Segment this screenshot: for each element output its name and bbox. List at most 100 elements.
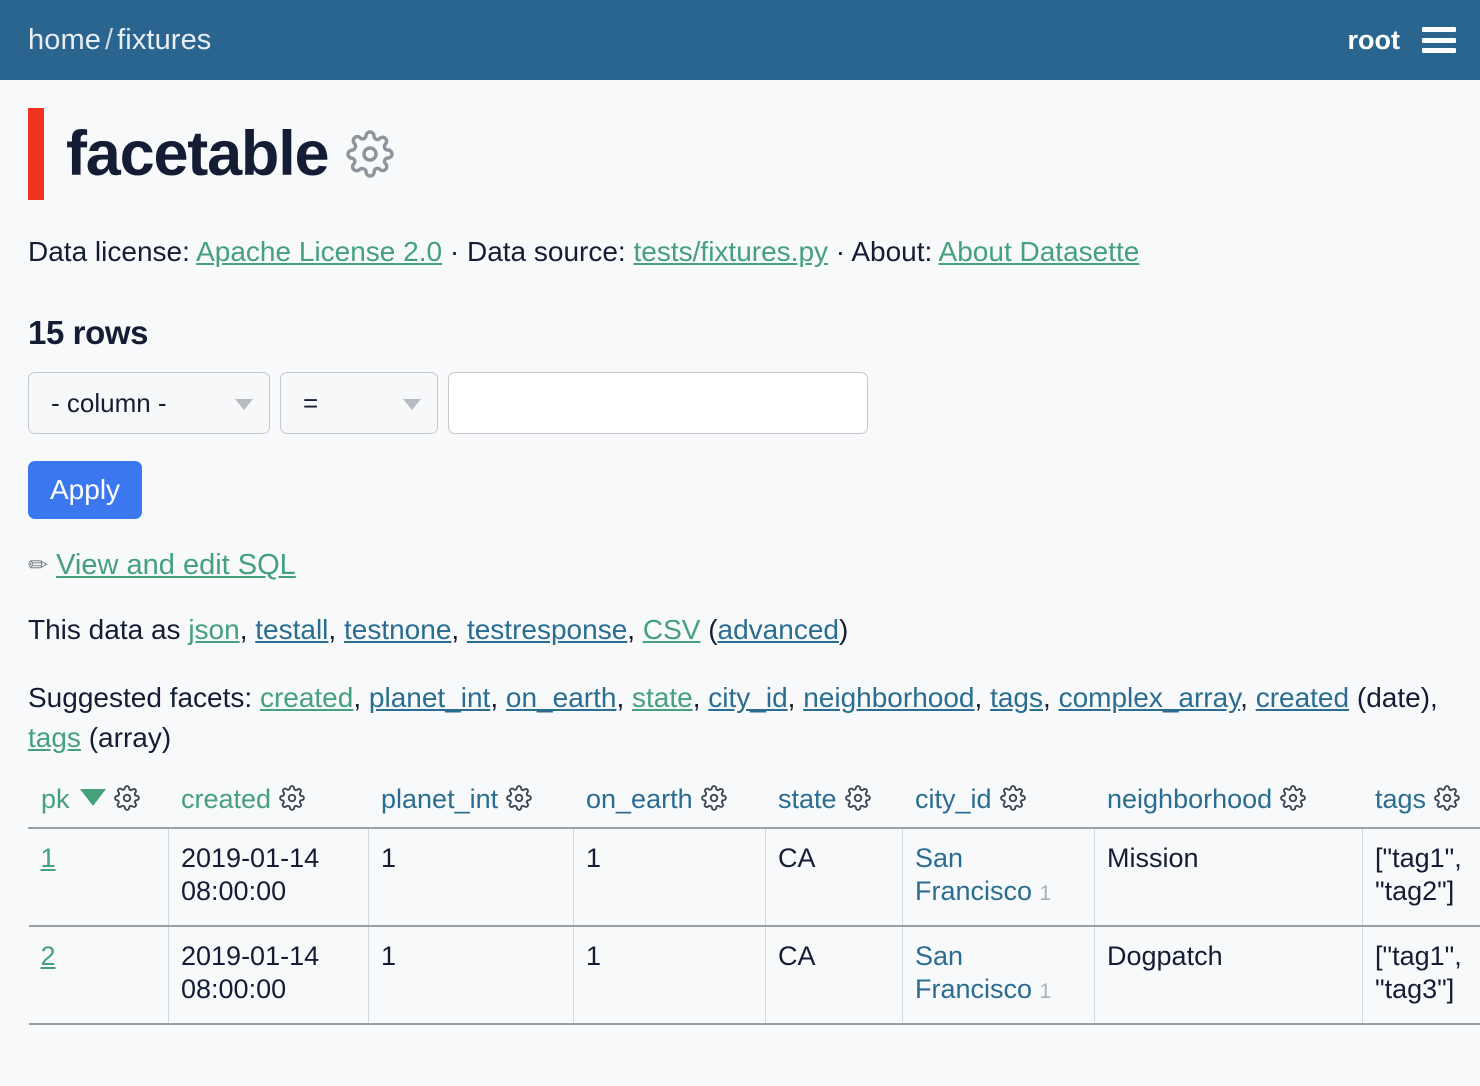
filter-operator-select[interactable]: = [280, 372, 438, 435]
column-sort-link-on_earth[interactable]: on_earth [586, 783, 693, 814]
cell-city_id: San Francisco 1 [902, 925, 1095, 1025]
facet-link-state[interactable]: state [632, 682, 693, 714]
row-count-heading: 15 rows [28, 314, 149, 352]
column-sort-link-planet_int[interactable]: planet_int [381, 783, 499, 814]
row-link-city[interactable]: San Francisco [915, 940, 1033, 1005]
table-settings-gear-icon[interactable] [346, 130, 395, 178]
column-header-state: state [765, 783, 903, 829]
column-sort-link-tags[interactable]: tags [1375, 783, 1427, 814]
cell-city_id: San Francisco 1 [902, 827, 1095, 927]
row-link-pk[interactable]: 1 [40, 842, 56, 873]
metadata-separator-2: · [835, 236, 846, 267]
top-navigation-bar: home / fixtures root [0, 0, 1480, 80]
export-link-csv[interactable]: CSV [642, 614, 701, 646]
facet-link-created-date[interactable]: created [1255, 682, 1350, 714]
facet-link-city_id[interactable]: city_id [708, 682, 788, 714]
facet-link-complex_array[interactable]: complex_array [1058, 682, 1241, 714]
page-title-row: facetable [28, 108, 1452, 200]
export-link-testall[interactable]: testall [255, 614, 329, 646]
column-options-gear-icon-pk[interactable] [113, 785, 140, 811]
filter-operator-select-value: = [303, 387, 319, 418]
column-sort-link-neighborhood[interactable]: neighborhood [1107, 783, 1273, 814]
export-link-testresponse[interactable]: testresponse [466, 614, 628, 646]
column-options-gear-icon-created[interactable] [279, 785, 305, 811]
facet-link-created[interactable]: created [259, 682, 354, 714]
chevron-down-icon [235, 399, 253, 411]
column-header-tags: tags [1362, 783, 1480, 829]
cell-pk: 1 [28, 827, 169, 927]
breadcrumb-link-fixtures[interactable]: fixtures [117, 23, 212, 56]
row-link-pk[interactable]: 2 [40, 940, 56, 971]
data-table-container[interactable]: pk created planet_int on_earth state [28, 783, 1480, 1025]
city-raw-id: 1 [1039, 980, 1052, 1004]
column-sort-link-state[interactable]: state [778, 783, 837, 814]
page-title: facetable [66, 118, 330, 189]
column-options-gear-icon-planet_int[interactable] [506, 785, 532, 811]
facet-link-tags-array[interactable]: tags [28, 722, 81, 754]
data-source-label: Data source: [466, 236, 626, 267]
column-header-created: created [168, 783, 369, 829]
cell-planet_int: 1 [368, 827, 574, 927]
suggested-facets-row: Suggested facets: created, planet_int, o… [28, 682, 1438, 754]
cell-tags: ["tag1", "tag2"] [1362, 827, 1480, 927]
column-sort-link-created[interactable]: created [181, 783, 272, 814]
export-link-testnone[interactable]: testnone [343, 614, 452, 646]
column-sort-link-pk[interactable]: pk [41, 783, 70, 814]
cell-neighborhood: Dogpatch [1094, 925, 1363, 1025]
advanced-open-paren: ( [700, 614, 718, 646]
view-and-edit-sql-link[interactable]: View and edit SQL [56, 549, 296, 582]
column-header-planet_int: planet_int [368, 783, 574, 829]
cell-created: 2019-01-14 08:00:00 [168, 827, 369, 927]
breadcrumb-separator: / [104, 23, 114, 56]
facet-link-tags[interactable]: tags [990, 682, 1043, 714]
filter-column-select[interactable]: - column - [28, 372, 270, 435]
table-row: 1 2019-01-14 08:00:00 1 1 CA San Francis… [28, 827, 1480, 927]
cell-pk: 2 [28, 925, 169, 1025]
view-edit-sql-row: ✏ View and edit SQL [28, 549, 1452, 582]
cell-tags: ["tag1", "tag3"] [1362, 925, 1480, 1025]
export-link-json[interactable]: json [188, 614, 240, 646]
advanced-close-paren: ) [838, 614, 849, 646]
data-license-label: Data license: [28, 236, 190, 267]
column-header-neighborhood: neighborhood [1094, 783, 1363, 829]
facet-link-on_earth[interactable]: on_earth [505, 682, 617, 714]
filter-controls: - column - = [28, 372, 1452, 435]
column-options-gear-icon-tags[interactable] [1434, 785, 1460, 811]
cell-planet_int: 1 [368, 925, 574, 1025]
apply-button[interactable]: Apply [28, 461, 143, 520]
metadata-line: Data license: Apache License 2.0 · Data … [28, 234, 1452, 270]
about-link[interactable]: About Datasette [938, 236, 1140, 267]
column-options-gear-icon-neighborhood[interactable] [1280, 785, 1306, 811]
data-table: pk created planet_int on_earth state [28, 783, 1480, 1025]
pencil-icon: ✏ [28, 552, 49, 580]
filter-column-select-value: - column - [51, 387, 167, 418]
data-source-link[interactable]: tests/fixtures.py [633, 236, 829, 267]
about-label: About: [851, 236, 933, 267]
metadata-separator-1: · [449, 236, 460, 267]
filter-value-input[interactable] [448, 372, 868, 435]
table-row: 2 2019-01-14 08:00:00 1 1 CA San Francis… [28, 925, 1480, 1025]
facet-link-planet_int[interactable]: planet_int [368, 682, 491, 714]
export-link-advanced[interactable]: advanced [717, 614, 839, 646]
facet-kind-date: (date) [1356, 682, 1431, 714]
facet-kind-array: (array) [88, 722, 172, 754]
cell-state: CA [765, 925, 903, 1025]
data-license-link[interactable]: Apache License 2.0 [196, 236, 443, 267]
export-formats-row: This data as json, testall, testnone, te… [28, 614, 849, 646]
hamburger-menu-icon[interactable] [1422, 27, 1456, 53]
table-header-row: pk created planet_int on_earth state [28, 783, 1480, 829]
export-prefix-label: This data as [28, 614, 189, 646]
column-header-pk: pk [28, 783, 169, 829]
column-options-gear-icon-state[interactable] [844, 785, 871, 811]
city-raw-id: 1 [1039, 882, 1052, 906]
row-link-city[interactable]: San Francisco [915, 842, 1033, 907]
sort-descending-icon[interactable] [79, 788, 106, 806]
current-user-label[interactable]: root [1347, 24, 1400, 55]
chevron-down-icon [403, 399, 421, 411]
facet-link-neighborhood[interactable]: neighborhood [803, 682, 975, 714]
column-sort-link-city_id[interactable]: city_id [915, 783, 992, 814]
breadcrumb-link-home[interactable]: home [28, 23, 101, 56]
column-header-city_id: city_id [902, 783, 1095, 829]
column-options-gear-icon-on_earth[interactable] [700, 785, 727, 811]
column-options-gear-icon-city_id[interactable] [999, 785, 1026, 811]
